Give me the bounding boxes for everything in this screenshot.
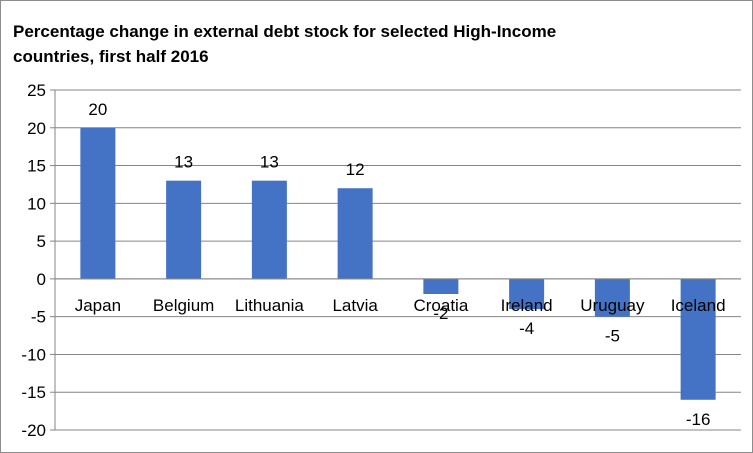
bar-japan	[80, 127, 116, 279]
y-tick-label: -5	[31, 308, 46, 327]
data-label: -16	[686, 410, 711, 429]
bar-uruguay	[594, 278, 630, 317]
y-tick-label: -15	[21, 383, 46, 402]
chart-title: Percentage change in external debt stock…	[13, 22, 557, 66]
y-tick-label: 15	[27, 157, 46, 176]
x-category-label: Japan	[75, 296, 121, 315]
data-label: -2	[433, 304, 448, 323]
bar-latvia	[337, 188, 373, 279]
y-tick-label: 5	[37, 232, 46, 251]
y-tick-label: 0	[37, 270, 46, 289]
y-tick-label: 20	[27, 119, 46, 138]
data-label: 13	[174, 153, 193, 172]
x-category-label: Latvia	[332, 296, 378, 315]
x-category-label: Belgium	[153, 296, 214, 315]
bar-lithuania	[251, 180, 287, 279]
bar-croatia	[423, 278, 459, 294]
data-label: 20	[88, 100, 107, 119]
y-tick-label: -20	[21, 421, 46, 440]
x-category-label: Lithuania	[235, 296, 305, 315]
axes	[50, 89, 741, 431]
data-label: -5	[605, 327, 620, 346]
data-label: -4	[519, 319, 534, 338]
bar-ireland	[509, 278, 545, 310]
gridlines	[55, 89, 741, 431]
y-tick-label: -10	[21, 345, 46, 364]
bar-iceland	[680, 278, 716, 400]
x-category-label: Ireland	[501, 296, 553, 315]
y-tick-label: 10	[27, 194, 46, 213]
bars	[80, 127, 716, 400]
bar-belgium	[166, 180, 202, 279]
data-label: 12	[346, 160, 365, 179]
x-category-label: Croatia	[413, 296, 468, 315]
x-category-label: Iceland	[671, 296, 726, 315]
y-tick-label: 25	[27, 81, 46, 100]
data-label: 13	[260, 153, 279, 172]
labels: 25 20 15 10 5 0 -5 -10 -15 -20 Japan 20 Belgium 13 Lit…	[21, 81, 725, 440]
x-category-label: Uruguay	[580, 296, 645, 315]
